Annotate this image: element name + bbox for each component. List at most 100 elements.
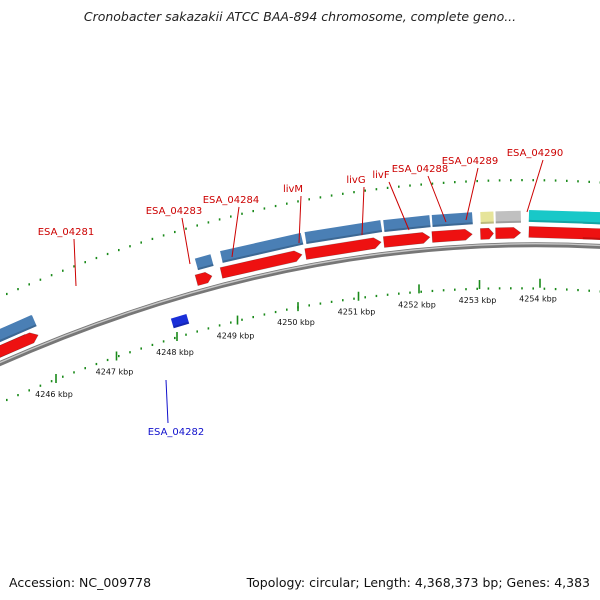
cds-arrow[interactable] — [479, 227, 494, 240]
inner-dot — [207, 327, 210, 330]
outer-dot — [17, 288, 19, 291]
outer-dot — [118, 248, 120, 252]
label-leader-line — [388, 181, 410, 231]
cds-arrow-partial[interactable] — [0, 330, 40, 359]
gene-label[interactable]: ESA_04283 — [146, 206, 203, 217]
label-leader-line — [181, 217, 191, 265]
label-leader-line — [165, 379, 169, 424]
gene-label[interactable]: ESA_04289 — [442, 156, 499, 167]
outer-dot — [39, 278, 42, 281]
label-leader-line — [465, 167, 479, 221]
gene-box[interactable] — [480, 211, 494, 224]
gene-label[interactable]: livF — [372, 170, 389, 181]
gene-label[interactable]: ESA_04290 — [507, 148, 564, 159]
scale-tick-label: 4254 kbp — [519, 295, 557, 304]
inner-dot — [73, 371, 75, 374]
gene-label[interactable]: ESA_04282 — [148, 427, 205, 438]
inner-dot — [230, 321, 232, 324]
outer-dot — [476, 179, 478, 183]
inner-dot — [342, 299, 344, 302]
inner-dot — [398, 292, 400, 295]
outer-dot — [353, 191, 355, 194]
cds-arrow[interactable] — [219, 249, 303, 279]
outer-dot — [95, 256, 98, 260]
gene-box[interactable] — [194, 254, 214, 271]
inner-dot — [330, 300, 333, 303]
gene-box[interactable] — [383, 215, 431, 233]
scale-tick — [55, 373, 57, 383]
gene-box[interactable] — [495, 210, 521, 224]
inner-dot — [140, 347, 142, 350]
gene-label[interactable]: livM — [283, 184, 303, 195]
cds-arrow-partial[interactable] — [582, 228, 600, 241]
outer-dot — [386, 186, 389, 189]
inner-dot — [17, 394, 19, 397]
backbone-line — [0, 242, 600, 367]
inner-dot — [84, 367, 86, 370]
gene-label[interactable]: livG — [346, 175, 365, 186]
cds-arrow[interactable] — [194, 271, 213, 286]
gene-box-partial[interactable] — [582, 211, 600, 225]
cds-arrow[interactable] — [382, 232, 431, 248]
outer-dot — [151, 237, 154, 241]
outer-dot — [162, 234, 165, 237]
outer-dot — [521, 179, 523, 182]
inner-dot — [543, 287, 546, 290]
inner-dot — [174, 336, 176, 340]
gene-box[interactable] — [431, 212, 473, 228]
inner-dot — [39, 384, 42, 387]
inner-dot — [498, 287, 501, 290]
outer-dot — [442, 181, 445, 184]
outer-dot — [420, 183, 422, 186]
cds-arrow[interactable] — [431, 228, 473, 243]
outer-dot — [498, 179, 501, 182]
inner-dot — [62, 375, 64, 378]
scale-tick — [176, 332, 178, 342]
outer-dot — [218, 218, 221, 221]
outer-dot — [50, 274, 53, 277]
map-title: Cronobacter sakazakii ATCC BAA-894 chrom… — [83, 9, 517, 24]
scale-tick — [357, 291, 360, 301]
outer-dot — [263, 207, 266, 210]
outer-dot — [230, 215, 232, 218]
inner-tick-dots — [6, 287, 600, 402]
gene-label[interactable]: ESA_04281 — [38, 227, 95, 238]
outer-dot — [185, 227, 187, 230]
outer-dot — [274, 204, 277, 208]
inner-dot — [95, 362, 98, 366]
inner-dot — [431, 289, 434, 293]
scale-tick-label: 4247 kbp — [96, 367, 134, 376]
gene-label[interactable]: ESA_04288 — [392, 164, 449, 175]
inner-dot — [409, 291, 411, 294]
outer-dot — [84, 261, 86, 264]
outer-dot — [196, 224, 198, 227]
inner-dot — [353, 297, 355, 300]
outer-dot — [409, 184, 411, 187]
outer-dot — [174, 230, 176, 234]
outer-dot — [342, 192, 344, 195]
inner-dot — [151, 343, 154, 347]
outer-dot — [543, 179, 546, 182]
outer-dot — [588, 180, 590, 183]
outer-dot — [62, 269, 64, 272]
inner-dot — [577, 288, 579, 292]
inner-dot — [28, 389, 30, 392]
cds-arrow[interactable] — [495, 227, 522, 240]
cds-arrow[interactable] — [304, 237, 382, 260]
minus-strand-gene[interactable] — [170, 314, 190, 329]
outer-dot — [297, 200, 299, 203]
outer-dot — [510, 179, 512, 182]
gene-box-partial[interactable] — [0, 315, 37, 343]
inner-dot — [375, 294, 378, 298]
outer-dot — [308, 198, 310, 201]
genome-summary-text: Topology: circular; Length: 4,368,373 bp… — [246, 575, 590, 590]
inner-dot — [487, 287, 490, 290]
inner-dot — [129, 351, 131, 354]
inner-dot — [286, 308, 288, 311]
gene-box[interactable] — [220, 232, 304, 263]
gene-label[interactable]: ESA_04284 — [203, 195, 260, 206]
label-leader-line — [361, 186, 365, 236]
gene-features — [0, 209, 600, 374]
